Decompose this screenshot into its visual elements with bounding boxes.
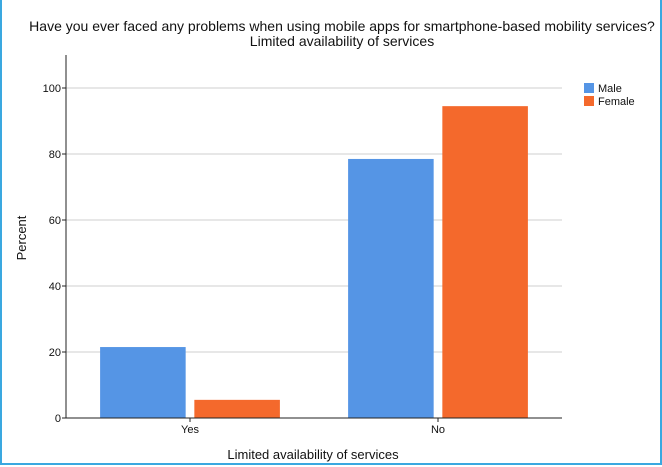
bar-yes-male	[100, 347, 186, 418]
y-axis-label: Percent	[14, 215, 29, 260]
chart-title: Have you ever faced any problems when us…	[29, 18, 655, 34]
bar-no-female	[442, 106, 528, 419]
tick-labels: 0 20 40 60 80 100 Yes No	[43, 83, 445, 436]
y-tick-label-80: 80	[49, 149, 61, 161]
y-tick-label-100: 100	[43, 83, 61, 95]
x-tick-label-yes: Yes	[181, 424, 199, 436]
bar-no-male	[348, 158, 434, 418]
x-axis-label: Limited availability of services	[227, 447, 399, 462]
y-tick-label-0: 0	[55, 413, 61, 425]
bar-yes-female	[194, 399, 280, 418]
y-tick-label-60: 60	[49, 215, 61, 227]
bars	[100, 106, 528, 419]
legend-swatch-male	[584, 83, 594, 93]
legend-label-female: Female	[598, 96, 635, 108]
chart-subtitle: Limited availability of services	[250, 33, 434, 49]
legend-swatch-female	[584, 96, 594, 106]
x-tick-label-no: No	[431, 424, 445, 436]
axes	[65, 55, 562, 419]
y-tick-label-20: 20	[49, 347, 61, 359]
legend-label-male: Male	[598, 83, 622, 95]
y-tick-label-40: 40	[49, 281, 61, 293]
